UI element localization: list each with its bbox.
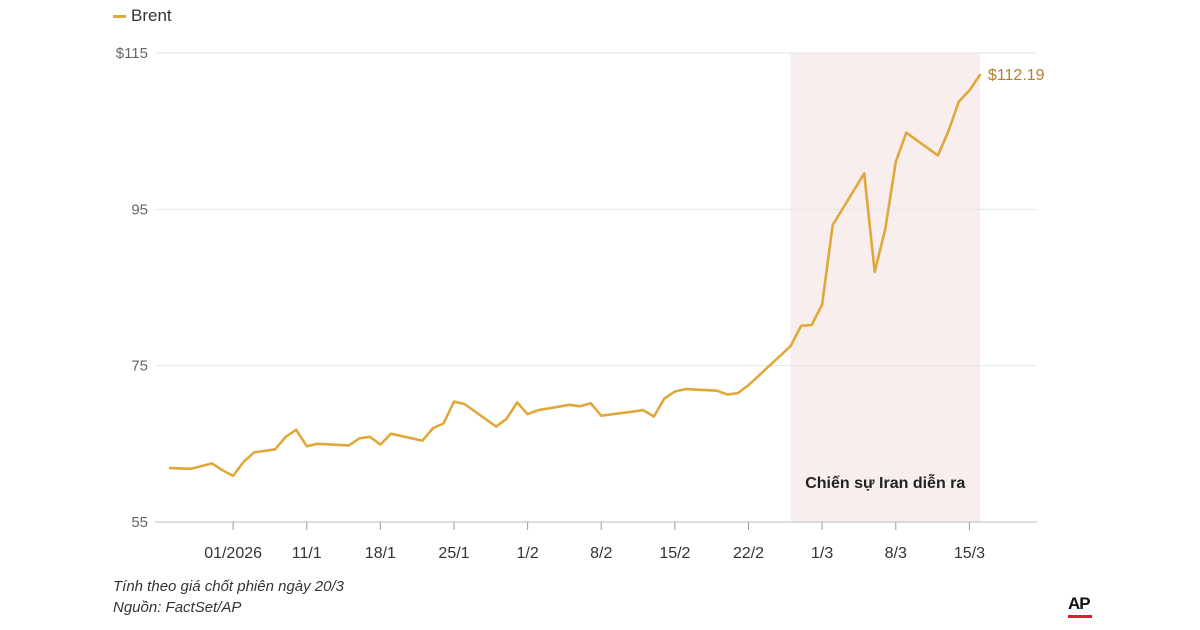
y-tick-label: 55 bbox=[131, 514, 148, 531]
shaded-region-label: Chiến sự Iran diễn ra bbox=[805, 473, 965, 492]
x-tick-label: 8/2 bbox=[590, 545, 612, 562]
source-note: Nguồn: FactSet/AP bbox=[113, 599, 242, 616]
ap-logo-underline bbox=[1068, 615, 1092, 618]
x-tick-label: 22/2 bbox=[733, 545, 764, 562]
x-tick-label: 11/1 bbox=[292, 545, 322, 562]
end-value-label: $112.19 bbox=[988, 67, 1045, 84]
series-line-brent bbox=[168, 73, 982, 478]
x-tick-label: 15/2 bbox=[659, 545, 690, 562]
x-tick-label: 01/2026 bbox=[204, 545, 262, 562]
x-tick-label: 1/3 bbox=[811, 545, 833, 562]
x-tick-label: 18/1 bbox=[365, 545, 396, 562]
ap-logo: AP bbox=[1068, 594, 1091, 613]
y-tick-label: 95 bbox=[131, 201, 148, 218]
x-tick-label: 25/1 bbox=[438, 545, 469, 562]
legend-swatch bbox=[113, 14, 126, 18]
legend-label-brent: Brent bbox=[131, 6, 172, 25]
legend: Brent bbox=[113, 6, 172, 26]
footnote: Tính theo giá chốt phiên ngày 20/3 bbox=[113, 578, 345, 595]
x-tick-label: 1/2 bbox=[517, 545, 539, 562]
y-tick-label: 75 bbox=[131, 358, 148, 375]
x-tick-label: 8/3 bbox=[885, 545, 907, 562]
x-tick-label: 15/3 bbox=[954, 545, 985, 562]
y-tick-label: $115 bbox=[116, 45, 148, 62]
